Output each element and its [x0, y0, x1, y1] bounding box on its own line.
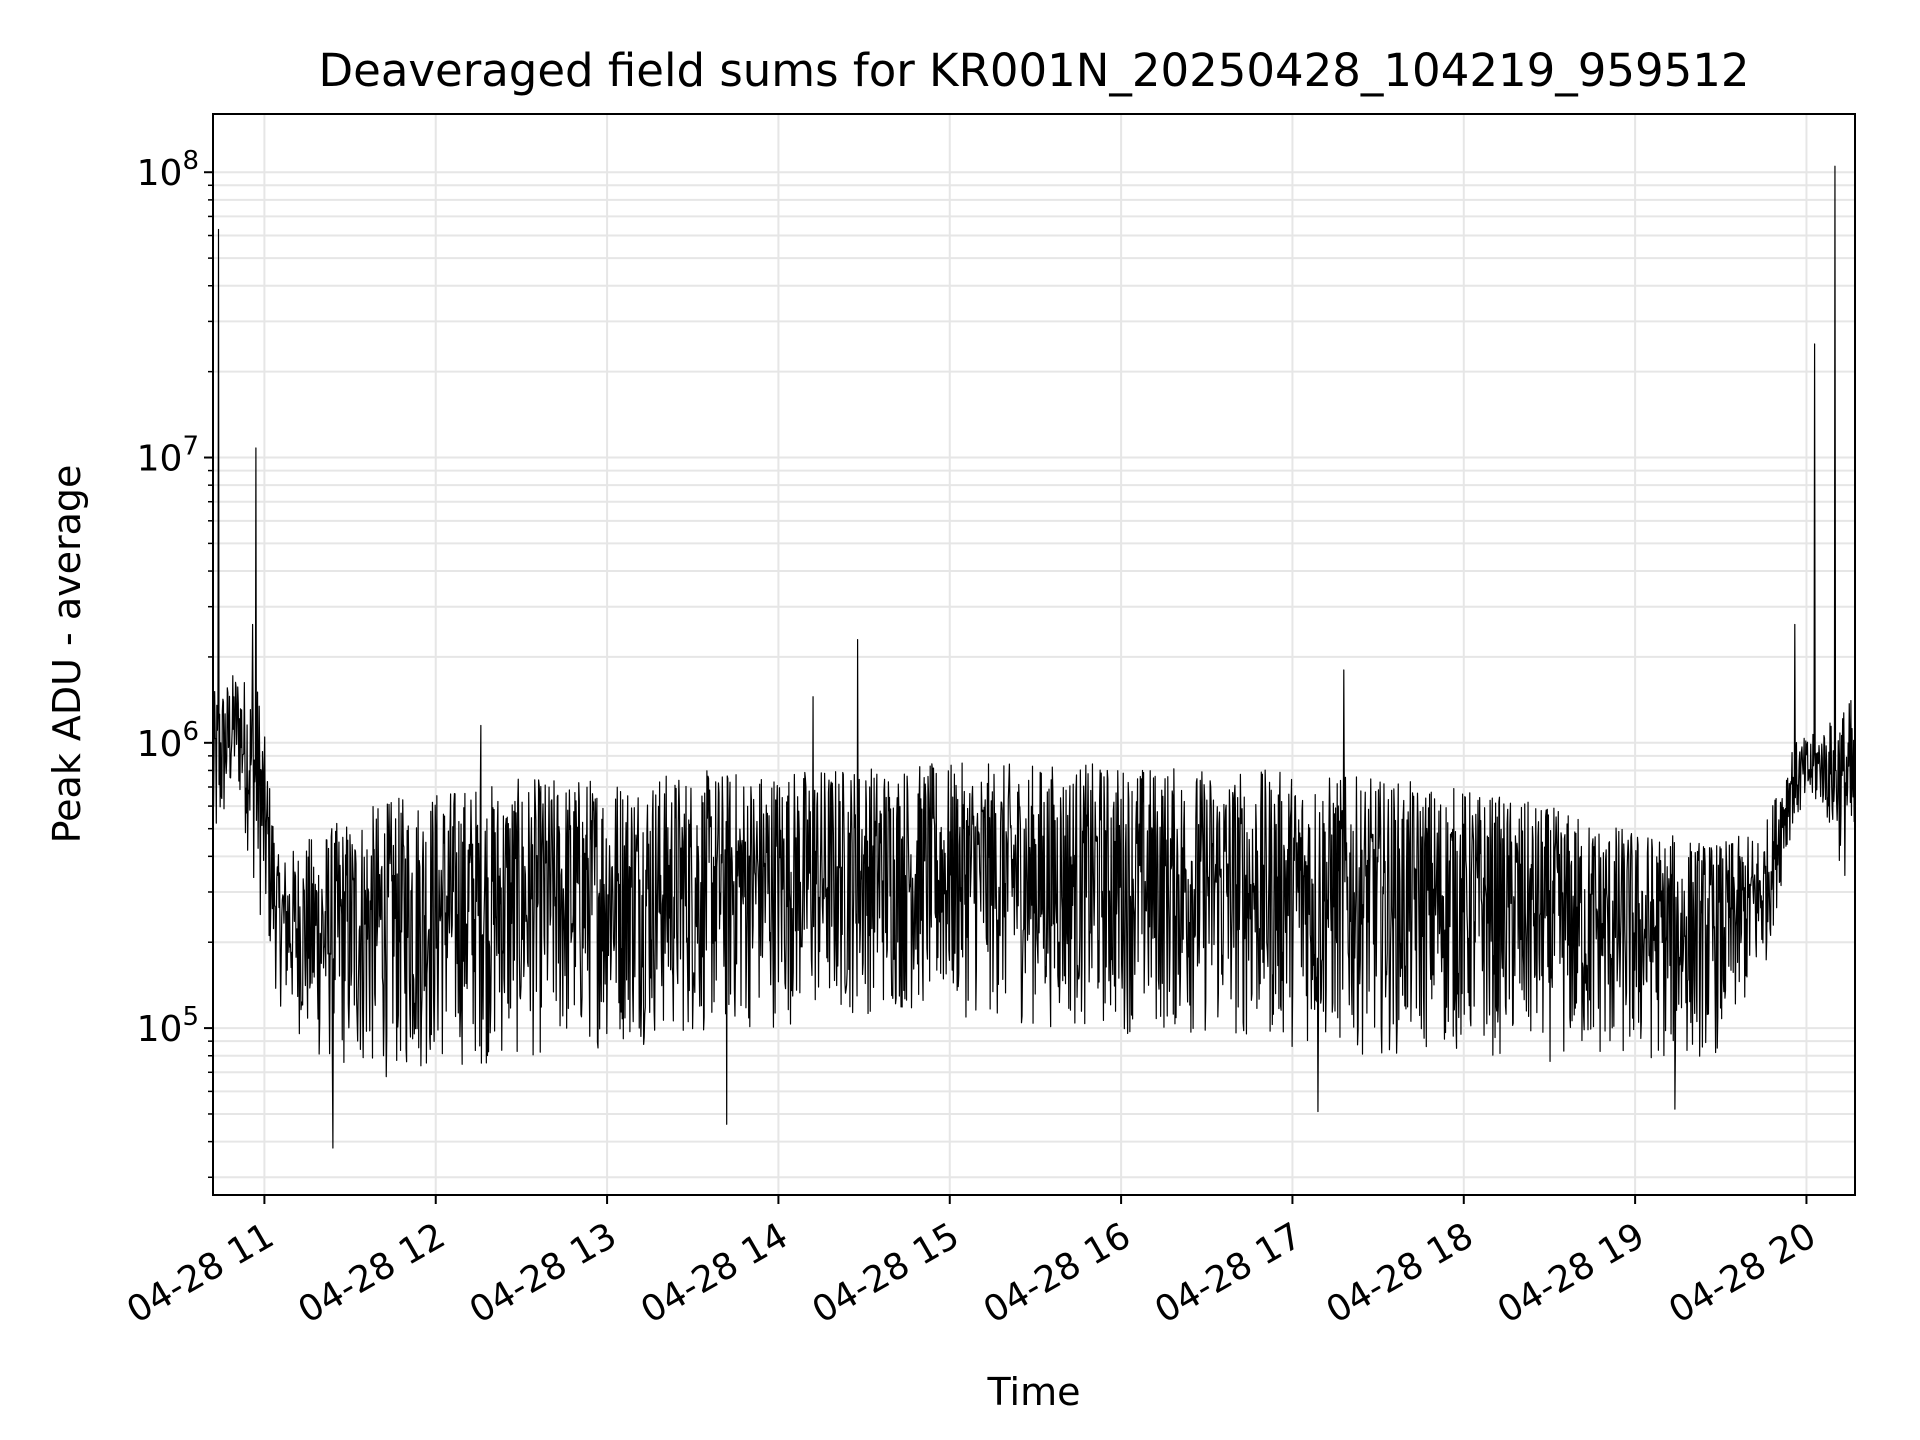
plot-frame: [212, 113, 1856, 1196]
y-tick-label: 106: [137, 717, 199, 765]
plot-area: [212, 165, 1856, 1149]
y-axis-label: Peak ADU - average: [45, 465, 89, 844]
y-tick-label: 105: [137, 1002, 199, 1050]
y-tick-label: 107: [137, 432, 199, 480]
data-series-line: [212, 165, 1856, 1149]
y-tick-label: 108: [137, 146, 199, 194]
x-axis-label: Time: [987, 1370, 1081, 1414]
chart-title: Deaveraged field sums for KR001N_2025042…: [319, 44, 1750, 97]
